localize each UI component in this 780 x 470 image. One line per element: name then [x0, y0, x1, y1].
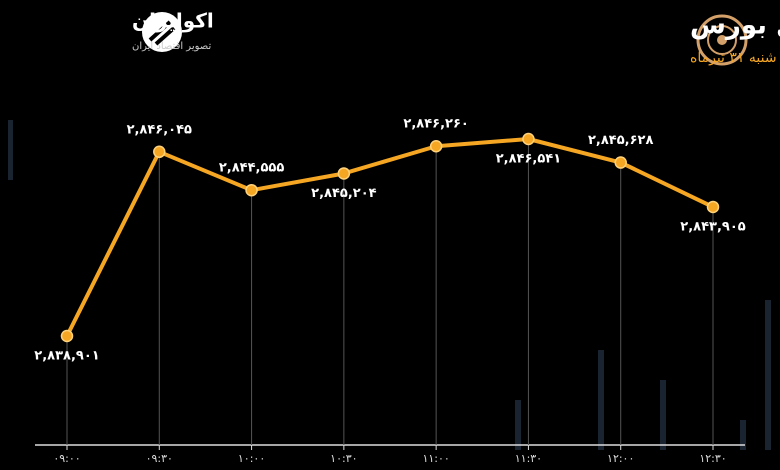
value-label: ۲,۸۴۶,۰۴۵ — [127, 122, 192, 137]
x-tick-label: ۱۲:۳۰ — [699, 452, 726, 465]
x-tick-label: ۱۰:۳۰ — [330, 452, 357, 465]
value-label: ۲,۸۴۴,۵۵۵ — [219, 161, 284, 176]
x-tick-label: ۱۲:۰۰ — [607, 452, 634, 465]
x-tick-label: ۱۱:۰۰ — [422, 452, 449, 465]
emblem — [696, 14, 748, 66]
chart-title: روند شاخص کل بورس — [690, 11, 780, 41]
x-tick-label: ۰۹:۳۰ — [146, 452, 173, 465]
brand-tagline: تصویر اقتصاد ایران — [132, 41, 211, 52]
value-label: ۲,۸۳۸,۹۰۱ — [34, 349, 99, 364]
data-point — [706, 200, 720, 214]
series-line — [65, 137, 714, 337]
data-point — [337, 167, 351, 180]
value-label: ۲,۸۴۶,۲۶۰ — [403, 117, 468, 132]
data-point — [614, 156, 627, 169]
value-label: ۲,۸۴۳,۹۰۵ — [680, 219, 745, 234]
brand-name: اکوایران — [132, 9, 214, 33]
brand-logo — [142, 12, 182, 52]
x-tick-label: ۱۰:۰۰ — [238, 452, 265, 465]
value-label: ۲,۸۴۵,۶۲۸ — [588, 133, 653, 148]
decor-bars — [8, 120, 771, 450]
x-tick-label: ۰۹:۰۰ — [53, 452, 80, 465]
x-tick-label: ۱۱:۳۰ — [515, 452, 542, 465]
data-point — [60, 329, 74, 343]
data-point — [522, 132, 535, 146]
value-label: ۲,۸۴۶,۵۴۱ — [496, 152, 561, 167]
data-point — [429, 139, 443, 153]
chart-subtitle: سه شنبه ۳۱ تیرماه — [690, 50, 780, 66]
data-point — [153, 145, 166, 159]
data-point — [245, 183, 258, 197]
value-label: ۲,۸۴۵,۲۰۴ — [311, 186, 376, 201]
